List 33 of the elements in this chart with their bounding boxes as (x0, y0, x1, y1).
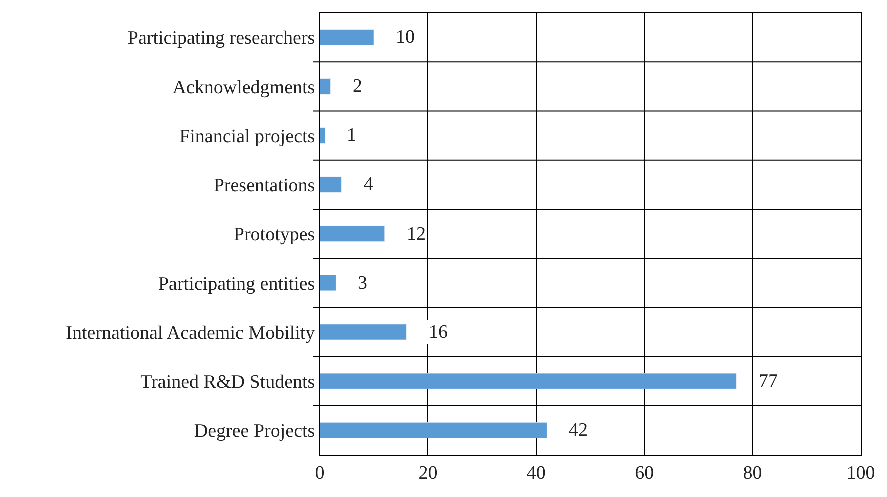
bar (320, 324, 407, 340)
y-tick-label: Acknowledgments (172, 77, 316, 98)
bar (320, 275, 336, 292)
bar (320, 29, 374, 46)
y-tick-label: International Academic Mobility (66, 322, 316, 344)
y-tick-label: Degree Projects (194, 421, 316, 442)
bar (320, 226, 386, 242)
bar (320, 78, 332, 95)
data-label: 42 (569, 420, 588, 441)
data-label: 12 (407, 224, 426, 245)
data-label: 3 (358, 273, 368, 294)
bar (320, 128, 326, 144)
y-tick-label: Participating researchers (128, 28, 316, 50)
data-label: 77 (759, 371, 778, 392)
y-tick-label: Prototypes (234, 224, 316, 246)
data-label: 1 (347, 125, 356, 146)
data-label: 10 (396, 27, 415, 48)
y-tick-label: Presentations (214, 176, 316, 197)
x-tick-label: 0 (315, 462, 325, 484)
x-tick-label: 100 (846, 462, 876, 484)
y-tick-label: Trained R&D Students (140, 372, 316, 393)
data-label: 16 (429, 322, 448, 343)
x-tick-label: 80 (743, 462, 762, 484)
bar (320, 373, 737, 390)
bar (320, 422, 548, 439)
y-tick-label: Participating entities (158, 274, 316, 295)
x-tick-label: 40 (526, 462, 546, 484)
x-tick-label: 20 (418, 462, 438, 484)
bar (320, 176, 342, 193)
y-tick-label: Financial projects (180, 126, 316, 148)
x-tick-label: 60 (635, 462, 654, 484)
data-label: 4 (364, 174, 374, 195)
data-label: 2 (353, 76, 362, 97)
